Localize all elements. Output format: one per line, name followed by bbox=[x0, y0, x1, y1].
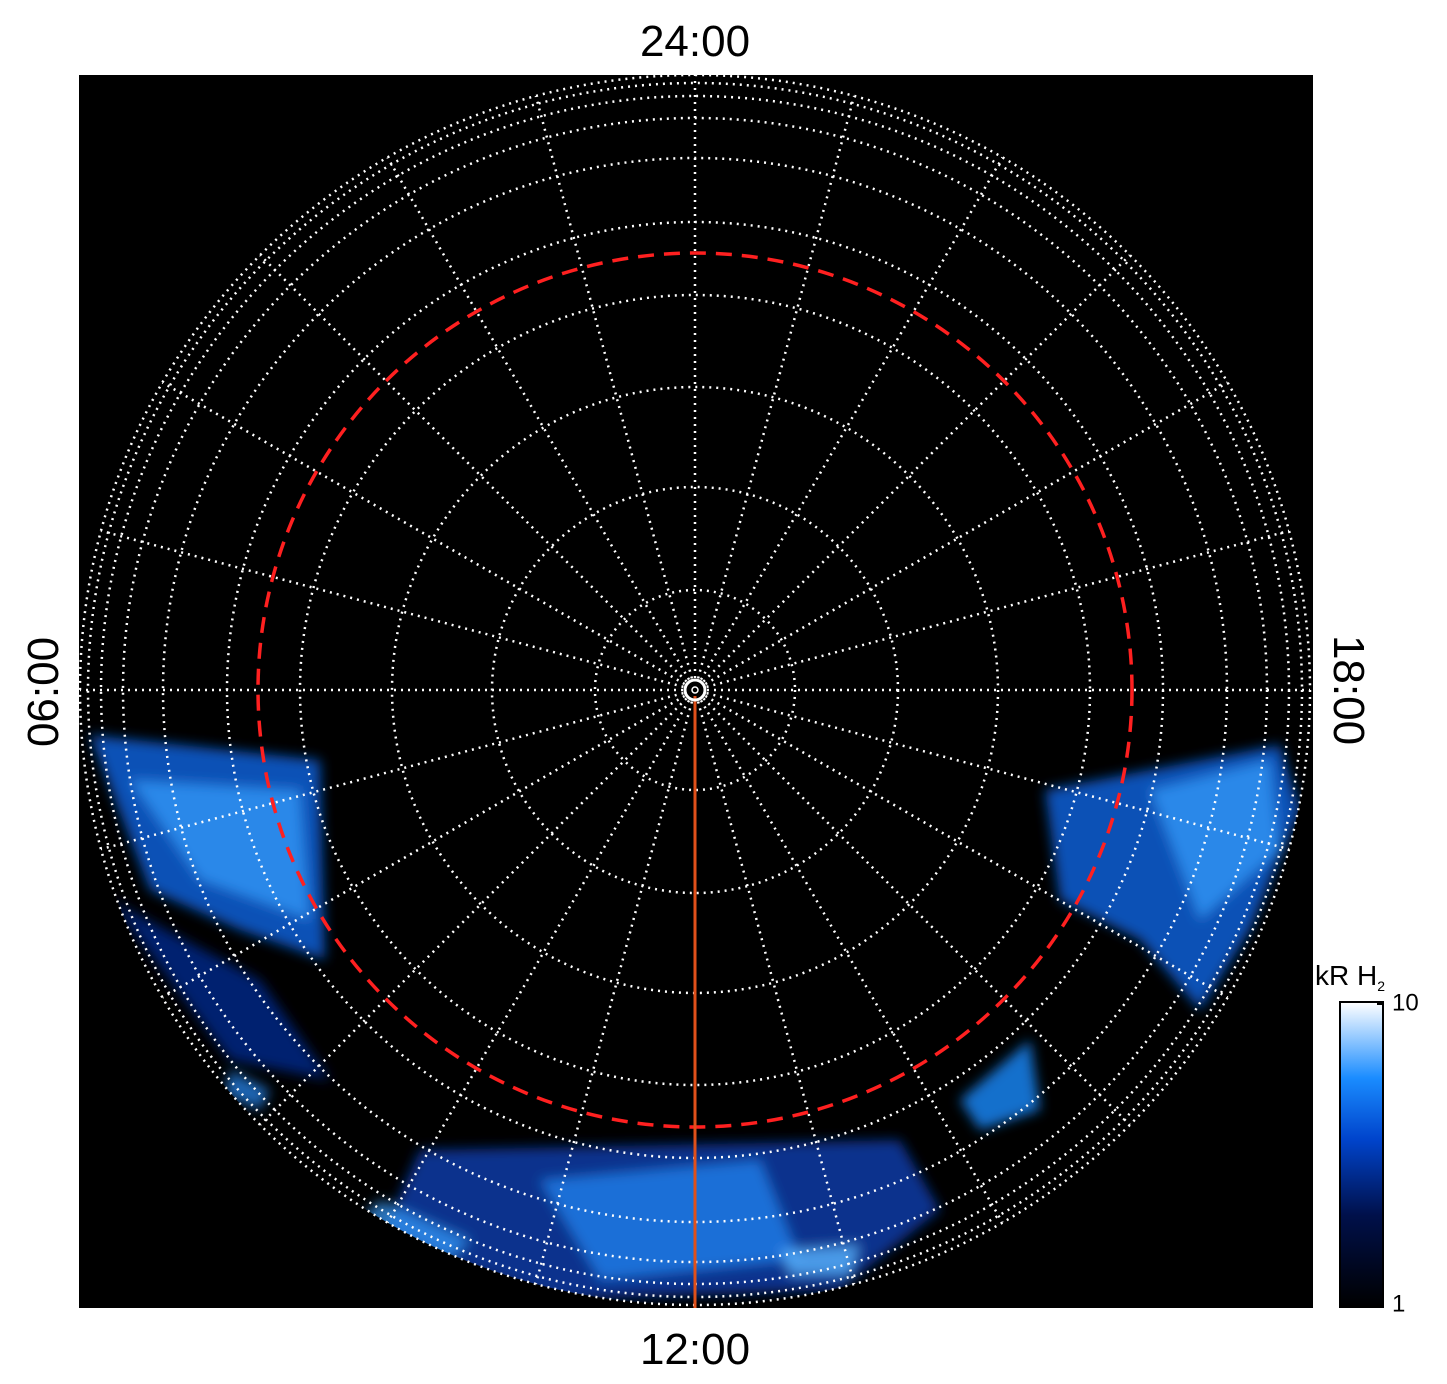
time-label: 18:00 bbox=[1324, 635, 1373, 745]
colorbar-label-subscript: 2 bbox=[1377, 978, 1385, 994]
grid-radial bbox=[706, 691, 1290, 851]
grid-radial bbox=[706, 529, 1290, 689]
grid-radial bbox=[704, 381, 1229, 686]
colorbar: kR H2 1 10 bbox=[1315, 960, 1419, 1317]
grid-radial bbox=[161, 381, 686, 686]
grid-radial bbox=[161, 694, 686, 999]
grid-radial bbox=[100, 529, 684, 689]
colorbar-label-text: kR H bbox=[1315, 960, 1377, 991]
grid-radial bbox=[696, 95, 856, 679]
grid-radial bbox=[702, 697, 1131, 1126]
grid-radial bbox=[259, 697, 688, 1126]
grid-circle bbox=[298, 293, 1092, 1087]
grid-radial bbox=[699, 156, 1004, 681]
time-label: 12:00 bbox=[640, 1325, 750, 1374]
colorbar-tick-label: 1 bbox=[1392, 1290, 1405, 1317]
pole-dot bbox=[691, 686, 699, 694]
grid-radial bbox=[100, 691, 684, 851]
grid-radial bbox=[702, 254, 1131, 683]
grid-radial bbox=[386, 699, 691, 1224]
grid-radial bbox=[704, 694, 1229, 999]
grid-radial bbox=[696, 701, 856, 1285]
grid-radial bbox=[534, 701, 694, 1285]
grid-radial bbox=[386, 156, 691, 681]
grid-radial bbox=[534, 95, 694, 679]
colorbar-scale bbox=[1339, 1001, 1384, 1308]
grid-radial bbox=[259, 254, 688, 683]
grid-circle bbox=[390, 385, 1000, 995]
colorbar-label: kR H2 bbox=[1315, 960, 1385, 994]
time-label: 24:00 bbox=[640, 17, 750, 66]
grid-circle bbox=[593, 588, 797, 792]
time-label: 06:00 bbox=[19, 637, 68, 747]
colorbar-tick-label: 10 bbox=[1392, 989, 1419, 1016]
grid-radial bbox=[699, 699, 1004, 1224]
pole-marker bbox=[683, 678, 707, 702]
auroral-emission bbox=[90, 735, 1300, 1300]
